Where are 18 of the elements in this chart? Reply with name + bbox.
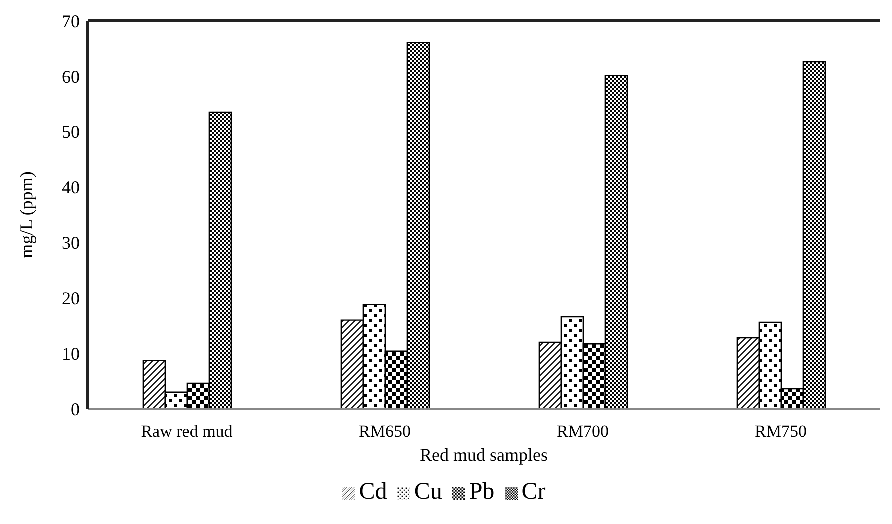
x-tick-label: RM650 <box>359 422 411 442</box>
legend-label: Cd <box>359 479 388 505</box>
y-tick-label: 50 <box>62 122 80 142</box>
legend-label: Cu <box>414 479 442 505</box>
y-tick-label: 20 <box>62 288 80 309</box>
x-tick-label: RM750 <box>755 422 807 442</box>
legend-label: Pb <box>469 479 495 505</box>
x-tick-label: RM700 <box>557 422 609 442</box>
y-tick-label: 40 <box>62 178 80 198</box>
y-tick-label: 60 <box>62 66 80 87</box>
y-tick-label: 30 <box>62 233 80 254</box>
x-tick-label: Raw red mud <box>141 422 234 442</box>
y-tick-label: 10 <box>62 344 80 364</box>
y-tick-label: 0 <box>71 399 80 420</box>
y-tick-label: 70 <box>62 11 80 32</box>
legend-label: Cr <box>522 479 546 505</box>
y-axis-title: mg/L (ppm) <box>16 172 36 258</box>
x-axis-title: Red mud samples <box>420 445 548 465</box>
